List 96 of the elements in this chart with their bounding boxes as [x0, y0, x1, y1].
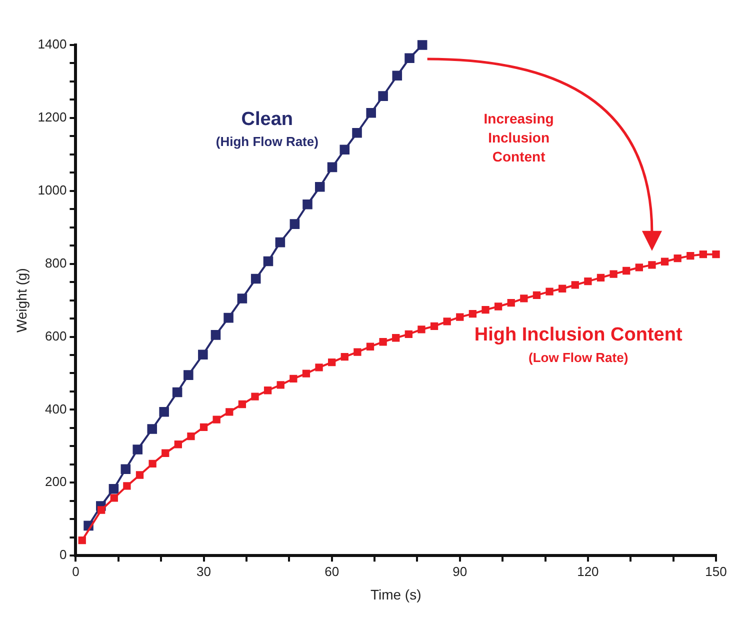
point: [212, 416, 220, 424]
point: [250, 274, 261, 284]
point: [210, 330, 221, 340]
point: [302, 199, 312, 210]
x-tick-label: 60: [324, 564, 340, 579]
point: [276, 381, 284, 389]
point: [314, 182, 325, 192]
x-tick-label: 90: [452, 564, 468, 579]
annotation: (Low Flow Rate): [528, 350, 628, 366]
x-tick-label: 30: [196, 564, 212, 579]
y-tick-label: 400: [45, 401, 67, 416]
point: [648, 261, 656, 269]
x-tick-label: 120: [577, 564, 599, 579]
point: [110, 494, 118, 502]
point: [622, 266, 630, 275]
point: [198, 350, 208, 360]
point: [78, 536, 86, 544]
point: [108, 484, 119, 494]
y-tick-label: 200: [45, 474, 67, 490]
point: [417, 40, 428, 50]
point: [418, 326, 426, 334]
y-tick-label: 0: [59, 547, 67, 562]
point: [674, 254, 682, 262]
point: [224, 312, 234, 323]
x-tick-label: 150: [705, 564, 727, 579]
series-label: High Inclusion Content: [474, 324, 683, 346]
point: [123, 482, 131, 490]
point: [635, 264, 643, 272]
y-axis-title: Weight (g): [13, 268, 30, 332]
point: [352, 128, 362, 138]
point: [482, 306, 490, 314]
point: [660, 258, 669, 266]
point: [200, 423, 208, 432]
point: [120, 464, 131, 474]
point: [686, 252, 694, 260]
y-tick-label: 1000: [38, 182, 67, 198]
y-tick-label: 600: [45, 328, 67, 344]
point: [494, 302, 502, 310]
point: [340, 353, 348, 361]
annotation: (High Flow Rate): [216, 134, 318, 150]
point: [264, 386, 272, 394]
point: [275, 237, 286, 248]
point: [226, 408, 234, 416]
point: [404, 53, 414, 64]
point: [392, 70, 402, 81]
point: [443, 318, 451, 326]
point: [136, 471, 144, 479]
point: [315, 364, 323, 372]
point: [571, 281, 579, 289]
point: [302, 370, 310, 378]
y-tick-label: 1400: [38, 36, 67, 52]
point: [263, 256, 274, 266]
point: [328, 358, 336, 366]
text: Clean: [241, 108, 294, 130]
point: [238, 400, 246, 408]
point: [340, 144, 350, 155]
point: [456, 313, 464, 321]
point: [596, 274, 605, 282]
point: [507, 299, 515, 307]
x-axis-title: Time (s): [370, 586, 422, 602]
point: [610, 270, 618, 278]
y-tick-label: 1200: [38, 110, 67, 125]
point: [147, 424, 158, 434]
point: [174, 440, 182, 448]
point: [404, 330, 412, 338]
point: [468, 310, 477, 318]
point: [366, 108, 376, 118]
point: [187, 432, 195, 440]
annotation: Increasing Inclusion Content: [484, 110, 554, 164]
point: [98, 506, 106, 514]
x-tick-label: 0: [72, 564, 80, 579]
point: [159, 407, 169, 417]
point: [172, 387, 182, 398]
point: [251, 392, 259, 400]
point: [354, 348, 362, 356]
point: [558, 284, 566, 292]
point: [327, 162, 338, 172]
point: [584, 278, 592, 286]
point: [699, 250, 708, 258]
point: [378, 91, 388, 101]
point: [712, 250, 720, 258]
y-tick-label: 800: [45, 255, 67, 270]
point: [366, 342, 374, 350]
point: [392, 334, 400, 342]
point: [148, 460, 156, 468]
point: [184, 370, 194, 380]
point: [132, 444, 143, 454]
point: [379, 338, 387, 346]
point: [532, 291, 541, 300]
point: [520, 294, 528, 302]
point: [237, 294, 248, 304]
point: [430, 322, 438, 330]
point: [290, 219, 300, 229]
point: [546, 288, 554, 296]
point: [290, 374, 298, 383]
point: [162, 449, 170, 457]
